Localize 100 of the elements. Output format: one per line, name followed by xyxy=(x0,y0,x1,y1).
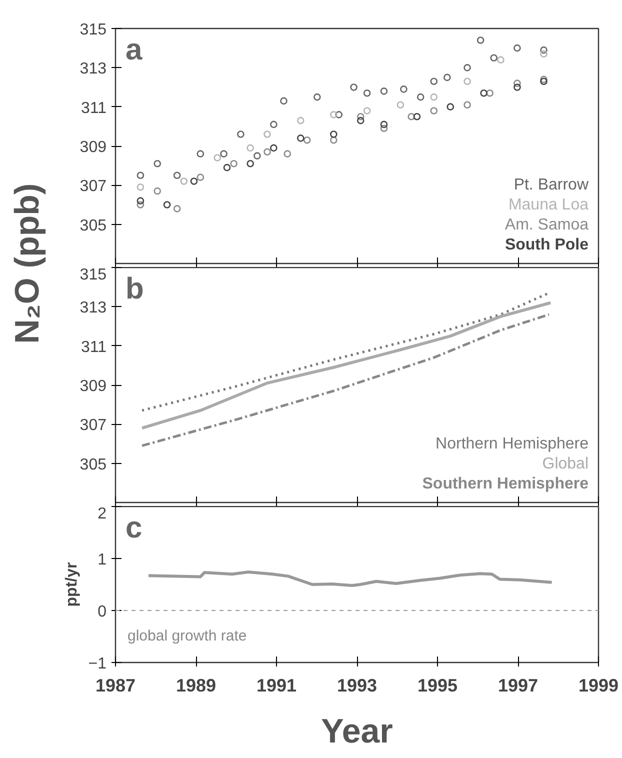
annotation: global growth rate xyxy=(128,628,247,644)
point xyxy=(430,78,438,86)
y-tick-label: 311 xyxy=(80,100,107,117)
line-series xyxy=(140,292,550,412)
point xyxy=(237,130,244,138)
x-tick-label: 1997 xyxy=(498,676,538,696)
y-tick-label: 307 xyxy=(80,417,107,434)
point xyxy=(136,201,144,208)
annotation: b xyxy=(126,272,144,306)
y-tick-label: 311 xyxy=(80,338,107,356)
text: Global xyxy=(542,456,588,472)
point xyxy=(380,124,388,132)
point xyxy=(444,74,451,82)
point xyxy=(180,178,188,185)
point xyxy=(363,89,371,97)
point xyxy=(514,84,521,91)
point xyxy=(335,111,343,118)
point xyxy=(400,86,408,93)
line-series xyxy=(140,301,552,430)
point xyxy=(396,101,404,109)
point xyxy=(330,130,338,138)
point xyxy=(303,136,311,144)
point xyxy=(356,112,364,120)
y-tick-label: 313 xyxy=(80,60,107,78)
point xyxy=(280,97,288,105)
point xyxy=(363,107,371,114)
point xyxy=(154,187,162,195)
point xyxy=(490,54,498,62)
point xyxy=(464,101,471,109)
point xyxy=(270,144,278,152)
point xyxy=(196,174,204,181)
point xyxy=(464,78,471,86)
x-tick-label: 1993 xyxy=(336,676,378,696)
y-tick-label: 315 xyxy=(80,266,107,284)
point xyxy=(446,103,454,110)
y-tick-label: 307 xyxy=(80,178,107,196)
point xyxy=(380,88,388,95)
point xyxy=(270,120,278,128)
y-axis-title: N₂O (ppb) xyxy=(8,183,46,344)
point xyxy=(464,64,471,72)
point xyxy=(246,144,254,152)
point xyxy=(476,36,484,44)
text: Pt. Barrow xyxy=(514,176,589,194)
point xyxy=(350,84,358,91)
point xyxy=(380,120,388,128)
point xyxy=(416,93,424,101)
text: Mauna Loa xyxy=(508,196,589,214)
point xyxy=(314,93,321,101)
text: Southern Hemisphere xyxy=(422,476,589,492)
point xyxy=(330,136,338,144)
point xyxy=(486,89,494,97)
y-tick-label: 0 xyxy=(98,604,107,620)
point xyxy=(430,93,438,101)
point xyxy=(246,160,254,168)
point xyxy=(408,112,415,120)
point xyxy=(196,150,204,158)
point xyxy=(136,197,144,204)
point xyxy=(154,160,162,168)
point xyxy=(497,56,504,64)
point xyxy=(430,107,438,114)
point xyxy=(254,152,261,160)
point xyxy=(540,46,548,54)
x-axis-title: Year xyxy=(321,712,393,750)
y-tick-label: 315 xyxy=(80,22,107,38)
point xyxy=(214,154,221,162)
y-tick-label: 309 xyxy=(80,139,107,156)
point xyxy=(264,148,271,156)
point xyxy=(540,50,548,58)
annotation: a xyxy=(126,34,142,66)
point xyxy=(173,205,181,212)
x-tick-label: 1987 xyxy=(95,676,136,696)
point xyxy=(136,183,144,191)
x-tick-label: 1999 xyxy=(578,676,619,696)
y-tick-label: 305 xyxy=(80,456,107,474)
point xyxy=(223,164,231,172)
x-tick-label: 1991 xyxy=(256,676,297,696)
point xyxy=(163,201,171,208)
point xyxy=(514,80,521,87)
text: South Pole xyxy=(504,236,589,254)
point xyxy=(264,130,271,138)
text: Am. Samoa xyxy=(504,216,589,234)
text: Northern Hemisphere xyxy=(436,436,589,452)
y-tick-label: 305 xyxy=(80,217,107,234)
point xyxy=(480,89,488,97)
annotation: c xyxy=(126,512,142,544)
point xyxy=(413,112,421,120)
point xyxy=(173,172,181,180)
point xyxy=(190,178,198,185)
point xyxy=(356,116,364,124)
point xyxy=(230,160,238,168)
y-tick-label: 309 xyxy=(80,378,107,395)
y-axis-title: ppt/yr xyxy=(63,562,80,607)
x-tick-label: 1995 xyxy=(417,676,458,696)
point xyxy=(284,150,292,158)
point xyxy=(297,116,304,124)
point xyxy=(220,150,228,158)
point xyxy=(330,111,338,118)
y-tick-label: 2 xyxy=(98,506,107,522)
y-tick-label: −1 xyxy=(88,656,107,672)
point xyxy=(136,172,144,180)
